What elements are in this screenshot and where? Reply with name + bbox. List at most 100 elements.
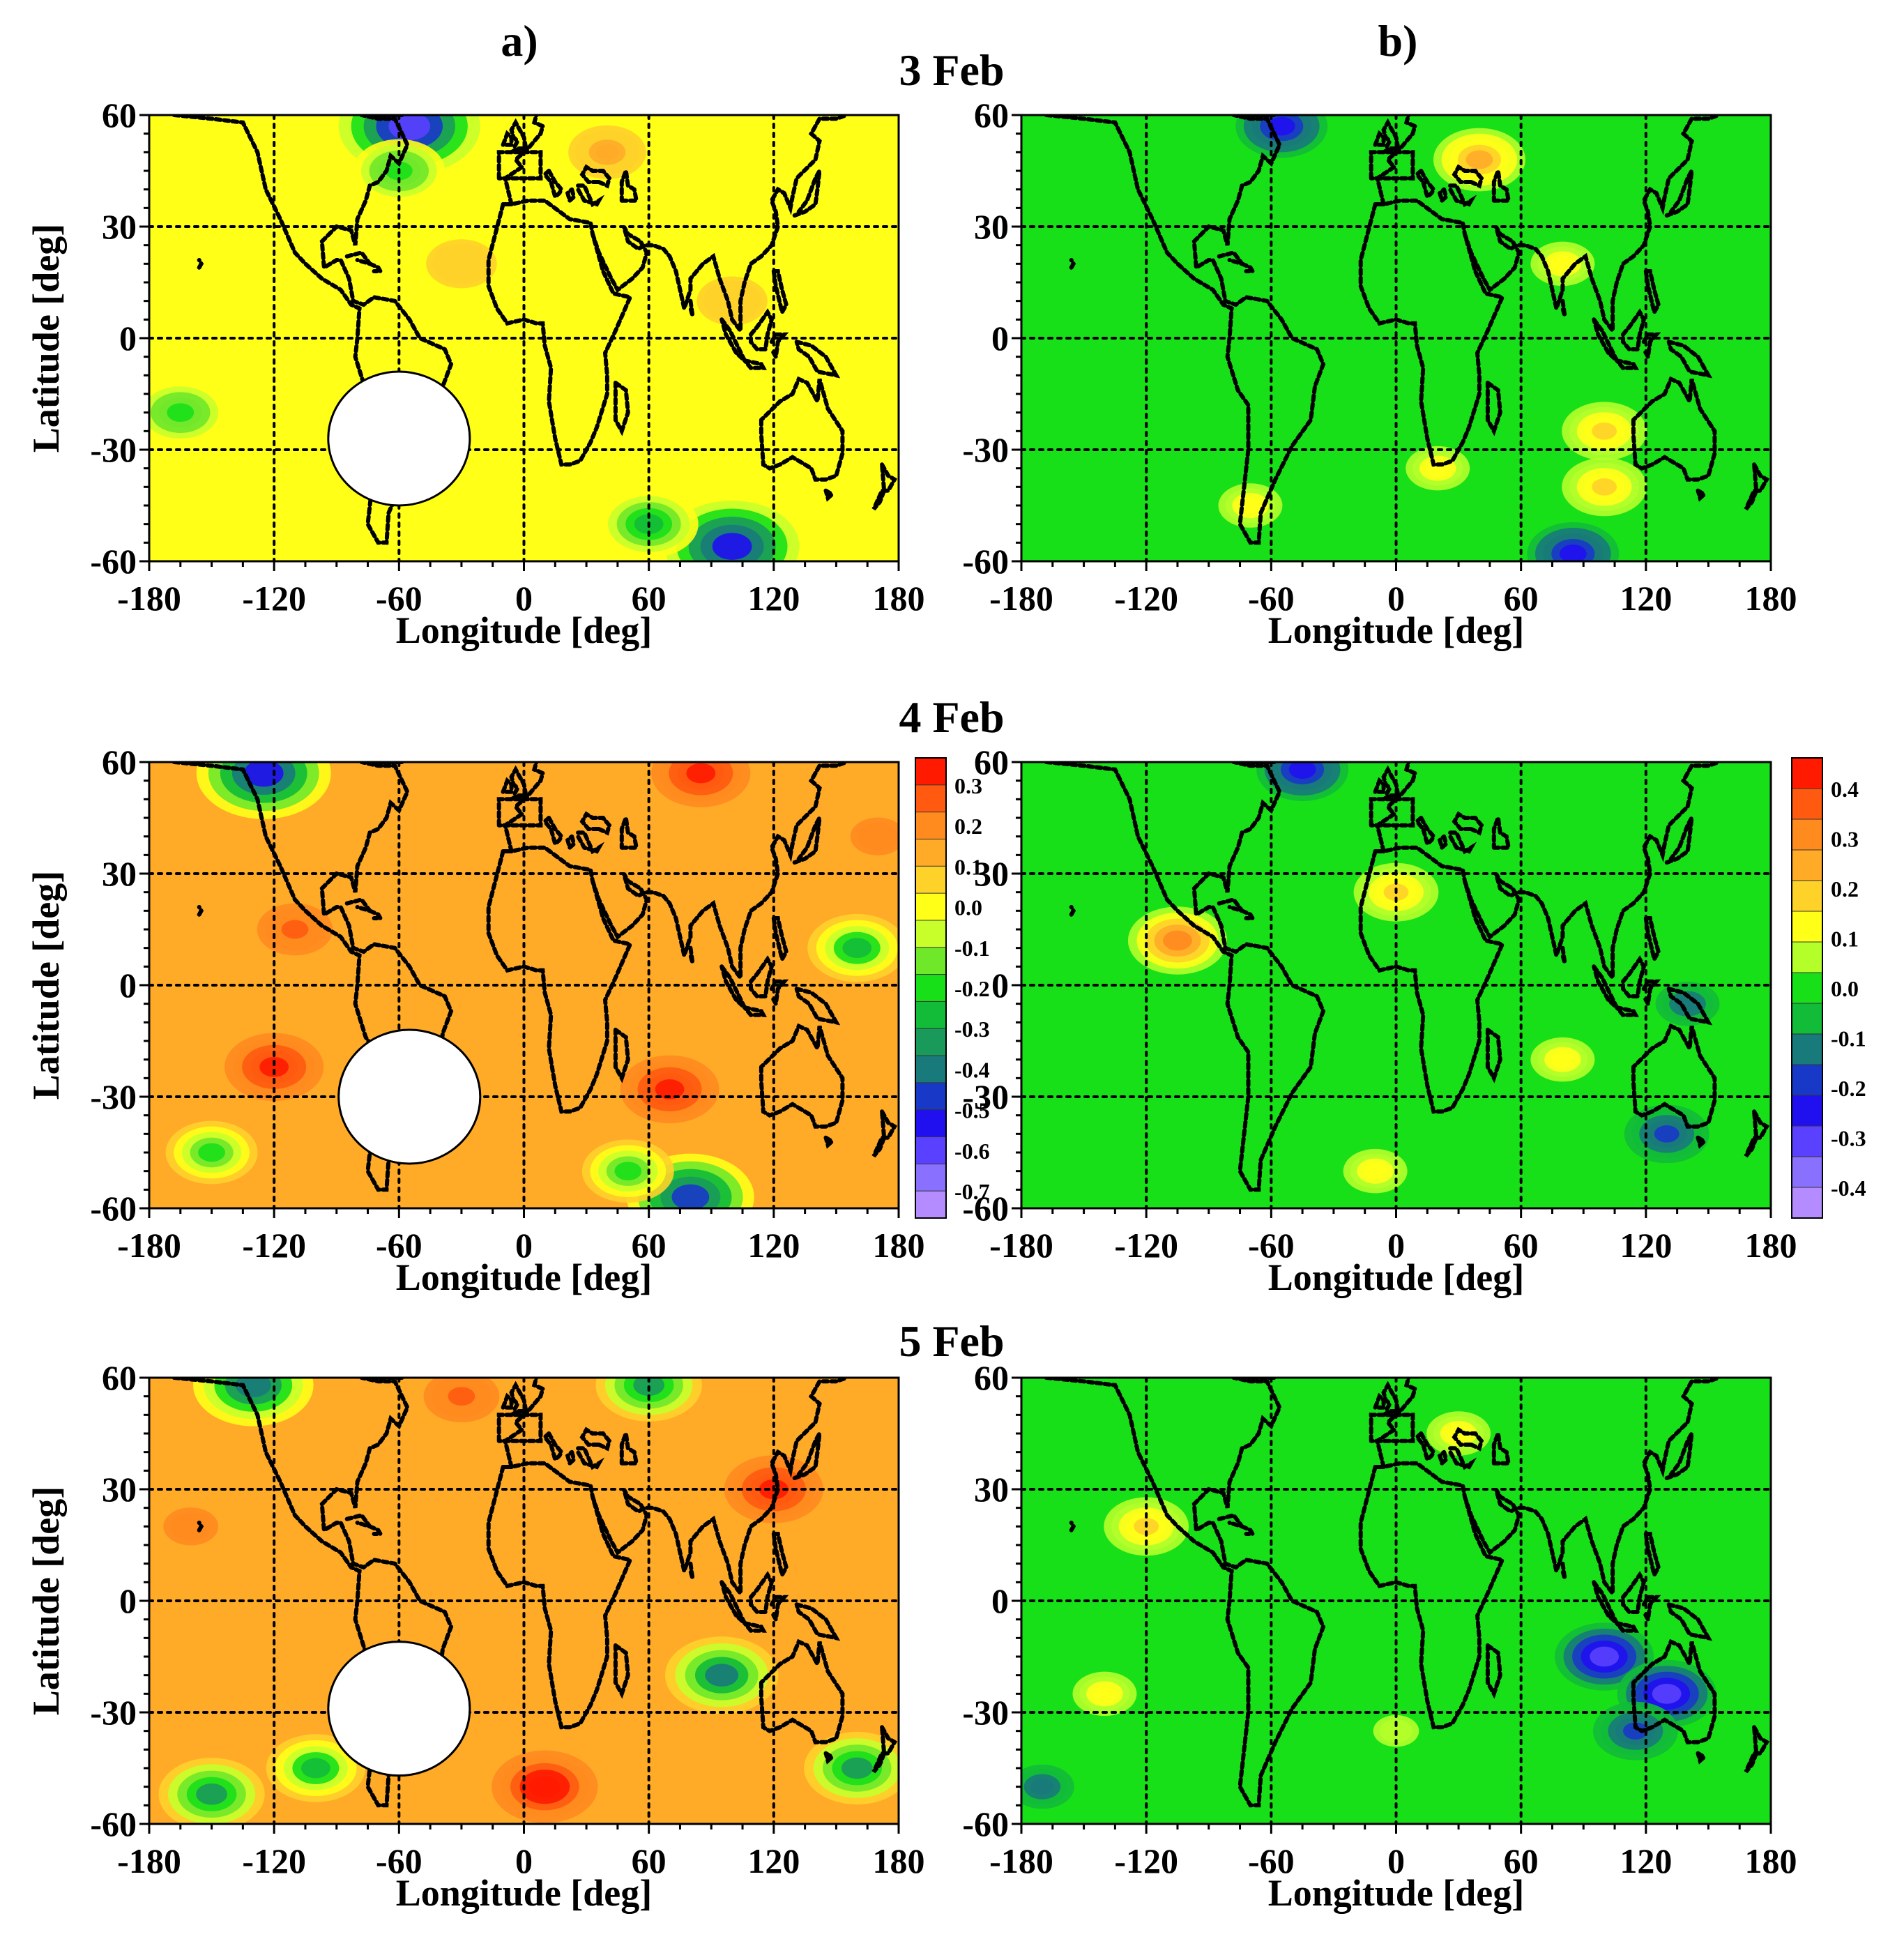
heatmap-contour bbox=[1030, 1779, 1054, 1795]
coastline bbox=[688, 1561, 695, 1579]
coastlines bbox=[1044, 115, 1770, 545]
column-label-a: a) bbox=[501, 16, 538, 66]
coastline bbox=[1744, 1725, 1770, 1774]
heatmap-blob bbox=[1235, 115, 1328, 158]
y-tick-label: -30 bbox=[962, 1693, 1009, 1732]
coastline bbox=[542, 816, 564, 848]
coastline bbox=[501, 1378, 545, 1469]
y-tick-label: 60 bbox=[974, 1358, 1009, 1397]
coastline bbox=[1217, 250, 1248, 268]
heatmap-contour bbox=[1622, 1722, 1648, 1740]
x-tick-label: 180 bbox=[873, 579, 925, 618]
coastline bbox=[1044, 1378, 1326, 1808]
coastline bbox=[771, 269, 789, 318]
coastline bbox=[742, 358, 767, 370]
coastline bbox=[576, 830, 605, 855]
heatmap-contour bbox=[712, 533, 752, 561]
coastline bbox=[1381, 118, 1401, 155]
coastline bbox=[688, 945, 695, 964]
heatmap-contour bbox=[196, 1783, 227, 1805]
heatmap-blob bbox=[165, 1120, 258, 1185]
coastline bbox=[1485, 1643, 1502, 1699]
coastline bbox=[1560, 1561, 1567, 1579]
coastline bbox=[1373, 1378, 1417, 1469]
colorbar-tick-label: -0.3 bbox=[1831, 1126, 1866, 1151]
heatmap-blob bbox=[1624, 1104, 1709, 1164]
heatmap-field bbox=[1021, 762, 1771, 1208]
colorbar-swatch bbox=[1791, 1125, 1823, 1157]
coastline bbox=[1240, 908, 1256, 920]
coastline bbox=[871, 1725, 898, 1774]
coastline bbox=[823, 488, 836, 502]
heatmap-blob bbox=[664, 1636, 779, 1714]
colorbar-swatch bbox=[1791, 849, 1823, 881]
y-tick-label: 60 bbox=[974, 96, 1009, 135]
heatmap-contour bbox=[595, 144, 619, 160]
x-tick-label: -120 bbox=[1114, 1841, 1178, 1880]
y-tick-label: -30 bbox=[90, 1077, 137, 1116]
x-tick-label: -60 bbox=[376, 1841, 422, 1880]
coastline bbox=[794, 340, 841, 379]
coastline bbox=[1049, 762, 1055, 764]
coastline bbox=[370, 115, 406, 117]
ticks bbox=[139, 1376, 900, 1834]
coastline bbox=[501, 115, 545, 206]
colorbar-tick-label: 0.4 bbox=[1831, 777, 1859, 802]
coastline bbox=[1373, 115, 1417, 206]
coastline bbox=[1485, 381, 1502, 436]
x-tick-label: 120 bbox=[747, 1841, 800, 1880]
heatmap-contour bbox=[841, 1757, 873, 1779]
colorbar-swatch bbox=[915, 865, 947, 895]
coastline bbox=[1448, 1446, 1477, 1470]
heatmap-contour bbox=[686, 763, 716, 784]
x-axis-label: Longitude [deg] bbox=[1268, 1256, 1525, 1298]
coastline bbox=[496, 1413, 543, 1443]
coastline bbox=[1696, 488, 1708, 502]
coastline bbox=[1643, 916, 1661, 965]
coastline bbox=[742, 1621, 767, 1633]
coastline bbox=[501, 130, 514, 147]
coastline bbox=[613, 381, 630, 436]
heatmap-blob bbox=[158, 1758, 265, 1824]
heatmap-contour bbox=[842, 938, 872, 958]
coastline bbox=[792, 816, 822, 865]
colorbar-tick-label: -0.1 bbox=[954, 936, 990, 961]
y-tick-label: 30 bbox=[974, 854, 1009, 893]
coastline bbox=[871, 462, 898, 511]
heatmap-blob bbox=[1256, 762, 1349, 801]
heatmap-blob bbox=[149, 381, 227, 444]
colorbar-tick-label: 0.0 bbox=[954, 895, 982, 920]
heatmap-blob bbox=[1211, 478, 1290, 533]
heatmap-blob bbox=[196, 762, 331, 819]
heatmap-blob bbox=[1523, 1033, 1602, 1087]
heatmap-blob bbox=[1592, 1701, 1678, 1760]
map-panel-a-3-feb: -180 -120 -60 0 60 120 18060300-30-60Longitude… bbox=[25, 96, 925, 651]
coastline bbox=[1744, 1109, 1770, 1158]
x-tick-label: 60 bbox=[632, 1226, 667, 1265]
heatmap-contour bbox=[614, 1162, 642, 1180]
heatmap-contour bbox=[281, 920, 309, 939]
coastline bbox=[1358, 1461, 1506, 1730]
coastlines bbox=[1044, 762, 1770, 1192]
heatmap-blob bbox=[1021, 1760, 1081, 1814]
colorbar-tick-label: 0.3 bbox=[954, 773, 982, 798]
heatmap-blob bbox=[595, 1378, 702, 1422]
x-axis-label: Longitude [deg] bbox=[396, 1256, 653, 1298]
heatmap-contour bbox=[1288, 762, 1316, 779]
x-tick-label: -120 bbox=[242, 1226, 306, 1265]
day-title-3-feb: 3 Feb bbox=[899, 45, 1004, 95]
coastline bbox=[591, 1378, 849, 1600]
y-axis-label: Latitude [deg] bbox=[25, 1486, 67, 1715]
coastline bbox=[1485, 1028, 1502, 1083]
heatmap-contour bbox=[671, 1184, 710, 1208]
coastline bbox=[1592, 964, 1619, 1010]
heatmap-blob bbox=[581, 1139, 674, 1203]
coastline bbox=[1217, 1512, 1248, 1530]
x-axis-label: Longitude [deg] bbox=[1268, 609, 1525, 651]
heatmap-contour bbox=[528, 1776, 561, 1798]
coastline bbox=[197, 1521, 204, 1532]
ticks bbox=[1012, 114, 1772, 571]
coastline bbox=[1560, 945, 1567, 964]
coastline bbox=[172, 762, 454, 1192]
colorbar-swatch bbox=[915, 1001, 947, 1030]
